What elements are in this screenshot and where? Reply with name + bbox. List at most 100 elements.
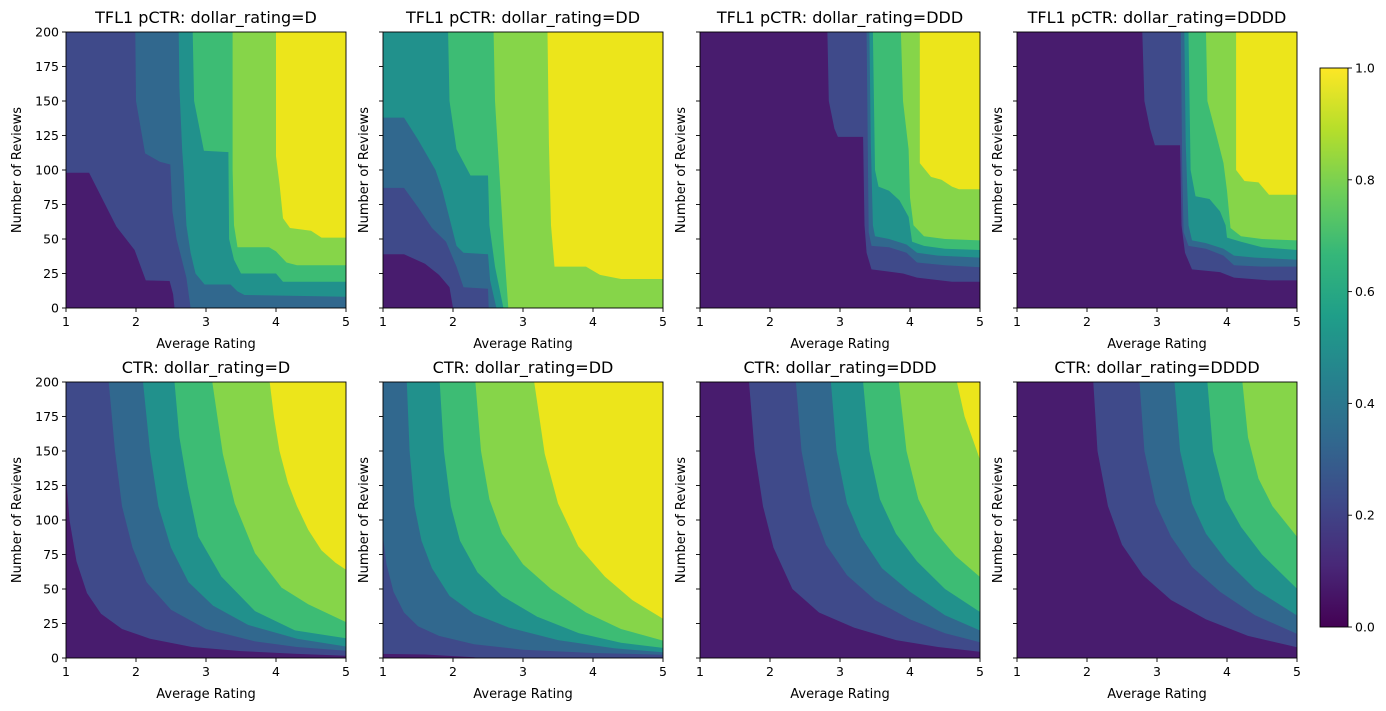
y-axis-label: Number of Reviews [991, 107, 1006, 233]
x-tick-label: 2 [132, 314, 140, 329]
colorbar-gradient [1319, 67, 1349, 628]
x-tick-label: 5 [659, 314, 667, 329]
y-tick-label: 100 [35, 513, 59, 528]
x-tick-label: 5 [342, 314, 350, 329]
x-tick-label: 4 [589, 664, 597, 679]
colorbar-tick-label: 0.4 [1355, 396, 1375, 411]
y-tick-label: 50 [43, 582, 59, 597]
subplot-8: 1 2 3 4 5 CTR: dollar_rating=DDDD Average Rati… [991, 358, 1301, 702]
x-tick-label: 5 [659, 664, 667, 679]
colorbar-tick-label: 0.6 [1355, 284, 1375, 299]
x-tick-label: 2 [449, 314, 457, 329]
y-tick-label: 200 [35, 25, 59, 40]
contour-band-5 [898, 382, 980, 577]
x-tick-label: 4 [906, 314, 914, 329]
x-tick-label: 4 [589, 314, 597, 329]
y-axis-label: Number of Reviews [10, 457, 25, 583]
x-axis-label: Average Rating [790, 337, 889, 352]
x-axis-label: Average Rating [1107, 687, 1206, 702]
x-tick-label: 3 [836, 314, 844, 329]
subplot-title: CTR: dollar_rating=DDD [743, 358, 936, 378]
x-tick-label: 3 [519, 664, 527, 679]
y-tick-label: 50 [43, 232, 59, 247]
x-tick-label: 4 [1223, 664, 1231, 679]
y-tick-label: 125 [35, 128, 59, 143]
subplot-3: 1 2 3 4 5 TFL1 pCTR: dollar_rating=DDD Average… [674, 8, 984, 352]
x-axis-label: Average Rating [473, 687, 572, 702]
x-tick-label: 1 [379, 314, 387, 329]
y-tick-label: 100 [35, 163, 59, 178]
x-tick-label: 5 [976, 314, 984, 329]
x-tick-label: 1 [696, 314, 704, 329]
subplot-title: CTR: dollar_rating=DDDD [1054, 358, 1259, 378]
contour-plot-area [1017, 32, 1297, 308]
contour-plot-area [700, 382, 980, 658]
y-axis-label: Number of Reviews [357, 457, 372, 583]
x-axis-label: Average Rating [156, 337, 255, 352]
y-tick-label: 75 [43, 197, 59, 212]
x-tick-label: 3 [202, 664, 210, 679]
x-tick-label: 4 [906, 664, 914, 679]
contour-band-5 [1242, 382, 1297, 537]
x-tick-label: 2 [766, 314, 774, 329]
x-tick-label: 5 [1293, 664, 1301, 679]
subplot-7: 1 2 3 4 5 CTR: dollar_rating=DDD Average Ratin… [674, 358, 984, 702]
y-tick-label: 25 [43, 266, 59, 281]
x-axis-label: Average Rating [156, 687, 255, 702]
y-tick-label: 125 [35, 478, 59, 493]
subplot-title: TFL1 pCTR: dollar_rating=D [94, 8, 317, 28]
contour-plot-area [383, 382, 663, 658]
contour-plot-area [66, 382, 346, 658]
contour-band-6 [1236, 32, 1297, 195]
contour-band-6 [276, 32, 346, 238]
subplot-4: 1 2 3 4 5 TFL1 pCTR: dollar_rating=DDDD Averag… [991, 8, 1301, 352]
contour-plot-area [383, 32, 663, 308]
y-axis-label: Number of Reviews [357, 107, 372, 233]
subplot-title: TFL1 pCTR: dollar_rating=DD [405, 8, 640, 28]
y-tick-label: 150 [35, 444, 59, 459]
x-tick-label: 3 [519, 314, 527, 329]
contour-band-6 [534, 382, 663, 619]
subplot-6: 1 2 3 4 5 CTR: dollar_rating=DD Average Rating… [357, 358, 667, 702]
x-tick-label: 2 [766, 664, 774, 679]
y-tick-label: 175 [35, 409, 59, 424]
x-tick-label: 2 [1083, 664, 1091, 679]
x-tick-label: 3 [1153, 314, 1161, 329]
contour-band-6 [956, 382, 980, 460]
contour-band-6 [919, 32, 980, 190]
x-tick-label: 4 [1223, 314, 1231, 329]
y-tick-label: 150 [35, 94, 59, 109]
contour-plot-area [66, 32, 346, 308]
x-tick-label: 1 [379, 664, 387, 679]
x-axis-label: Average Rating [790, 687, 889, 702]
colorbar-tick-label: 0.2 [1355, 508, 1375, 523]
x-tick-label: 1 [62, 314, 70, 329]
x-tick-label: 4 [272, 314, 280, 329]
colorbar-tick-label: 1.0 [1355, 61, 1375, 76]
contour-band-6 [269, 382, 346, 570]
subplot-2: 1 2 3 4 5 TFL1 pCTR: dollar_rating=DD Average … [357, 8, 667, 352]
colorbar: 0.0 0.2 0.4 0.6 0.8 1.0 [1319, 61, 1375, 635]
y-tick-label: 0 [51, 651, 59, 666]
subplot-title: CTR: dollar_rating=D [122, 358, 290, 378]
x-tick-label: 5 [1293, 314, 1301, 329]
x-tick-label: 1 [1013, 314, 1021, 329]
y-axis-label: Number of Reviews [674, 107, 689, 233]
contour-plot-area [1017, 382, 1297, 658]
x-tick-label: 2 [1083, 314, 1091, 329]
subplot-title: TFL1 pCTR: dollar_rating=DDD [716, 8, 963, 28]
contour-band-6 [547, 32, 663, 279]
subplot-title: TFL1 pCTR: dollar_rating=DDDD [1027, 8, 1287, 28]
y-tick-label: 175 [35, 59, 59, 74]
x-tick-label: 4 [272, 664, 280, 679]
y-tick-label: 75 [43, 547, 59, 562]
x-tick-label: 2 [132, 664, 140, 679]
x-tick-label: 5 [342, 664, 350, 679]
contour-plot-area [700, 32, 980, 308]
y-axis-label: Number of Reviews [674, 457, 689, 583]
x-axis-label: Average Rating [473, 337, 572, 352]
x-tick-label: 3 [1153, 664, 1161, 679]
colorbar-tick-label: 0.8 [1355, 172, 1375, 187]
